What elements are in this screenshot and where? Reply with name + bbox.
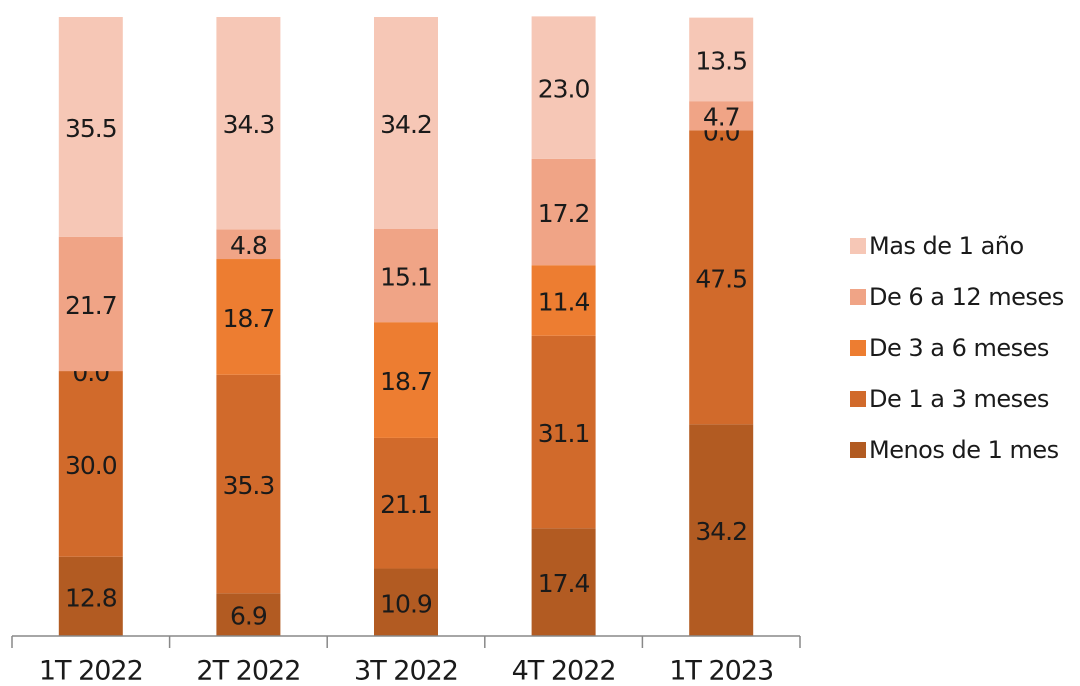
- bar-segment: [689, 17, 754, 102]
- bar-segment: [531, 335, 596, 529]
- value-label: 4.7: [703, 103, 740, 132]
- value-label: 30.0: [65, 451, 117, 480]
- value-label: 47.5: [695, 264, 747, 293]
- x-tick-label: 2T 2022: [196, 656, 300, 686]
- value-label: 31.1: [538, 419, 590, 448]
- bar-segment: [216, 17, 281, 230]
- x-tick-label: 1T 2022: [39, 656, 143, 686]
- value-label: 21.7: [65, 291, 117, 320]
- value-label: 6.9: [230, 602, 267, 631]
- legend-label: De 3 a 6 meses: [869, 334, 1049, 362]
- value-label: 10.9: [380, 589, 432, 618]
- legend-swatch: [850, 289, 866, 305]
- value-label: 34.3: [223, 110, 275, 139]
- value-label: 15.1: [380, 262, 432, 291]
- bar-segment: [374, 17, 438, 229]
- legend-label: De 6 a 12 meses: [869, 283, 1064, 311]
- value-label: 18.7: [223, 304, 275, 333]
- bar-segment: [689, 424, 754, 636]
- bar-segment: [531, 16, 596, 159]
- bar-segment: [58, 371, 123, 557]
- value-label: 35.5: [65, 114, 117, 143]
- bar-segment: [216, 593, 281, 636]
- x-tick-label: 4T 2022: [512, 656, 616, 686]
- legend-swatch: [850, 442, 866, 458]
- legend-swatch: [850, 391, 866, 407]
- legend-swatch: [850, 238, 866, 254]
- bar-segment: [374, 322, 438, 438]
- x-tick-label: 1T 2023: [669, 656, 773, 686]
- bar-segment: [374, 437, 438, 569]
- legend-label: Menos de 1 mes: [869, 436, 1059, 464]
- bar-segment: [531, 265, 596, 336]
- bar-segment: [531, 158, 596, 266]
- bar-segment: [216, 374, 281, 594]
- bar-segment: [689, 101, 754, 131]
- value-label: 34.2: [695, 517, 747, 546]
- bar-segment: [58, 556, 123, 636]
- bar-segment: [531, 528, 596, 636]
- bar-segment: [216, 229, 281, 260]
- bar-segment: [374, 568, 438, 636]
- value-label: 35.3: [223, 471, 275, 500]
- value-label: 23.0: [538, 75, 590, 104]
- value-label: 18.7: [380, 367, 432, 396]
- value-label: 12.8: [65, 583, 117, 612]
- legend-label: De 1 a 3 meses: [869, 385, 1049, 413]
- bar-segment: [374, 228, 438, 323]
- value-label: 4.8: [230, 231, 267, 260]
- legend-swatch: [850, 340, 866, 356]
- value-label: 21.1: [380, 490, 432, 519]
- value-label: 17.2: [538, 199, 590, 228]
- bar-segment: [58, 17, 123, 237]
- legend-label: Mas de 1 año: [869, 232, 1024, 260]
- value-label: 13.5: [695, 46, 747, 75]
- x-tick-label: 3T 2022: [354, 656, 458, 686]
- bar-segment: [216, 259, 281, 375]
- value-label: 17.4: [538, 569, 590, 598]
- bar-segment: [58, 236, 123, 372]
- value-label: 11.4: [538, 288, 590, 317]
- value-label: 34.2: [380, 110, 432, 139]
- bar-segment: [689, 130, 754, 425]
